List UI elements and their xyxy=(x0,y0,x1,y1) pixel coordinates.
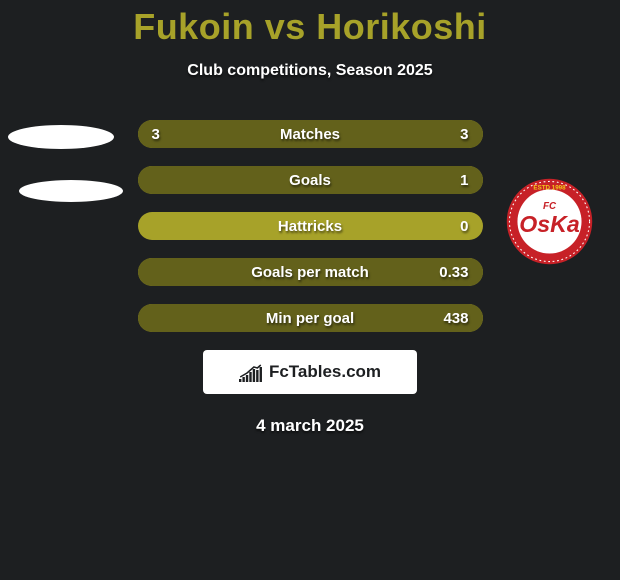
stat-value-right: 0.33 xyxy=(423,264,483,281)
svg-text:OsKa: OsKa xyxy=(519,211,580,237)
stat-value-right: 1 xyxy=(423,172,483,189)
svg-text:ESTD 1998: ESTD 1998 xyxy=(533,184,566,191)
team-left-badge xyxy=(19,180,123,202)
team-right-badge: ESTD 1998FCOsKa xyxy=(505,177,594,266)
team-left-badge xyxy=(8,125,114,149)
team-right-name: Horikoshi xyxy=(316,6,487,47)
stat-label: Goals per match xyxy=(198,264,423,281)
stats-container: 3Matches3 Goals1 Hattricks0 Goals per match… xyxy=(138,120,483,332)
stat-row: Goals per match0.33 xyxy=(138,258,483,286)
stat-label: Matches xyxy=(198,126,423,143)
stat-value-left: 3 xyxy=(138,126,198,143)
fctables-badge[interactable]: FcTables.com xyxy=(203,350,417,394)
stat-value-right: 3 xyxy=(423,126,483,143)
vs-text: vs xyxy=(265,6,306,47)
team-left-name: Fukoin xyxy=(133,6,254,47)
bar-chart-icon xyxy=(239,362,263,382)
stat-row: 3Matches3 xyxy=(138,120,483,148)
page-title: Fukoin vs Horikoshi xyxy=(0,0,620,48)
stat-row: Goals1 xyxy=(138,166,483,194)
subtitle: Club competitions, Season 2025 xyxy=(0,62,620,80)
club-crest-icon: ESTD 1998FCOsKa xyxy=(505,177,594,266)
stat-row: Hattricks0 xyxy=(138,212,483,240)
stat-label: Hattricks xyxy=(198,218,423,235)
match-date: 4 march 2025 xyxy=(0,416,620,436)
stat-label: Goals xyxy=(198,172,423,189)
stat-row: Min per goal438 xyxy=(138,304,483,332)
stat-value-right: 0 xyxy=(423,218,483,235)
stat-label: Min per goal xyxy=(198,310,423,327)
stat-value-right: 438 xyxy=(423,310,483,327)
fctables-label: FcTables.com xyxy=(269,362,381,382)
